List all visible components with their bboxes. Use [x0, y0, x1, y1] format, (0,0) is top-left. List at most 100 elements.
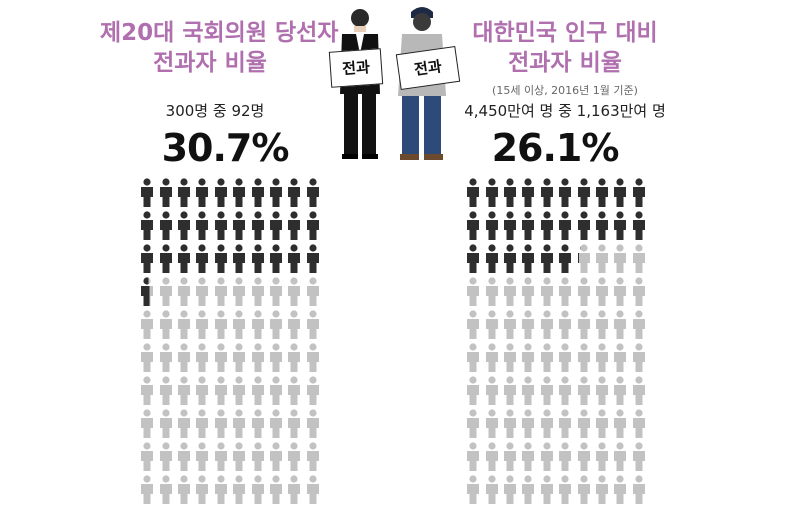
right-person-icon: [558, 178, 572, 208]
left-person-icon: [306, 244, 320, 274]
right-person-icon: [521, 211, 535, 241]
left-person-icon: [251, 244, 265, 274]
right-title: 대한민국 인구 대비 전과자 비율: [455, 18, 675, 78]
left-person-icon: [140, 475, 154, 505]
right-title-line2: 전과자 비율: [508, 50, 622, 76]
right-person-icon: [466, 178, 480, 208]
left-person-icon: [214, 409, 228, 439]
left-person-icon: [287, 442, 301, 472]
right-person-icon: [595, 310, 609, 340]
left-person-icon: [177, 277, 191, 307]
right-person-icon: [503, 442, 517, 472]
right-person-icon: [577, 310, 591, 340]
right-person-icon: [485, 244, 499, 274]
right-person-icon: [613, 310, 627, 340]
left-person-icon: [177, 211, 191, 241]
left-person-icon: [214, 178, 228, 208]
right-person-icon: [540, 475, 554, 505]
left-person-icon: [232, 442, 246, 472]
right-percent: 26.1%: [491, 126, 620, 170]
right-person-icon: [558, 211, 572, 241]
right-person-icon: [613, 211, 627, 241]
left-person-icon: [287, 475, 301, 505]
left-person-icon: [306, 211, 320, 241]
left-person-icon: [287, 277, 301, 307]
left-person-icon: [287, 409, 301, 439]
right-person-icon: [540, 376, 554, 406]
right-person-icon: [503, 310, 517, 340]
left-person-icon: [195, 343, 209, 373]
left-person-icon: [159, 310, 173, 340]
right-person-icon: [466, 475, 480, 505]
right-person-icon: [613, 343, 627, 373]
left-person-icon: [214, 343, 228, 373]
left-person-icon: [306, 409, 320, 439]
left-person-icon: [140, 442, 154, 472]
right-person-icon: [632, 442, 646, 472]
left-person-icon: [214, 475, 228, 505]
left-person-icon: [159, 277, 173, 307]
right-person-icon: [595, 343, 609, 373]
right-person-icon: [540, 244, 554, 274]
left-person-icon: [306, 277, 320, 307]
right-person-icon: [595, 442, 609, 472]
left-person-icon: [251, 178, 265, 208]
left-person-icon: [177, 376, 191, 406]
right-person-icon: [632, 475, 646, 505]
left-person-icon: [195, 409, 209, 439]
right-person-icon: [540, 442, 554, 472]
left-person-icon: [195, 244, 209, 274]
left-person-icon: [287, 244, 301, 274]
left-person-icon: [195, 178, 209, 208]
right-person-icon: [503, 211, 517, 241]
right-person-icon: [632, 343, 646, 373]
right-person-icon: [558, 343, 572, 373]
left-person-icon: [269, 178, 283, 208]
left-person-icon: [287, 343, 301, 373]
left-person-icon: [269, 310, 283, 340]
left-person-icon: [287, 178, 301, 208]
left-person-icon: [251, 343, 265, 373]
left-person-icon: [177, 475, 191, 505]
right-person-icon: [485, 310, 499, 340]
left-person-icon: [159, 178, 173, 208]
right-person-icon: [540, 277, 554, 307]
left-count: 300명 중 92명: [165, 102, 265, 120]
left-person-icon: [269, 442, 283, 472]
right-person-icon: [577, 409, 591, 439]
left-person-icon: [140, 409, 154, 439]
right-title-line1: 대한민국 인구 대비: [472, 20, 658, 46]
left-person-icon: [159, 211, 173, 241]
right-person-icon: [632, 211, 646, 241]
left-person-icon: [269, 475, 283, 505]
right-person-icon: [485, 475, 499, 505]
left-person-icon: [159, 475, 173, 505]
right-person-icon: [632, 376, 646, 406]
right-person-icon: [613, 442, 627, 472]
left-person-icon: [159, 244, 173, 274]
left-person-icon: [251, 277, 265, 307]
right-person-icon: [503, 244, 517, 274]
right-person-icon: [595, 244, 609, 274]
right-person-icon: [632, 409, 646, 439]
left-person-icon: [177, 442, 191, 472]
right-person-icon: [466, 211, 480, 241]
left-person-icon: [140, 244, 154, 274]
left-person-icon: [306, 442, 320, 472]
left-person-icon: [140, 376, 154, 406]
right-person-icon: [595, 409, 609, 439]
left-person-icon: [177, 178, 191, 208]
right-person-icon: [503, 277, 517, 307]
left-title: 제20대 국회의원 당선자 전과자 비율: [100, 18, 338, 78]
left-person-icon: [177, 244, 191, 274]
left-person-icon: [269, 409, 283, 439]
right-person-icon: [540, 211, 554, 241]
left-person-icon: [232, 376, 246, 406]
left-person-icon: [159, 343, 173, 373]
right-person-icon: [577, 442, 591, 472]
right-person-icon: [503, 376, 517, 406]
right-person-icon: [540, 178, 554, 208]
right-person-icon: [632, 277, 646, 307]
right-person-icon: [485, 376, 499, 406]
right-person-icon: [485, 343, 499, 373]
